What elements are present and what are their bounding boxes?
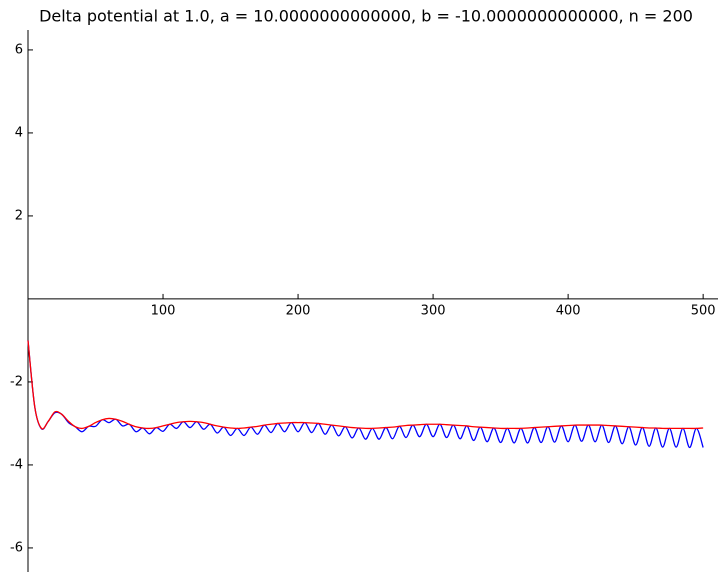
series-line bbox=[27, 340, 704, 449]
x-tick-label: 400 bbox=[556, 303, 581, 318]
series-line bbox=[27, 340, 704, 430]
chart-title: Delta potential at 1.0, a = 10.000000000… bbox=[39, 7, 693, 26]
x-tick-label: 300 bbox=[421, 303, 446, 318]
x-tick-label: 500 bbox=[691, 303, 716, 318]
y-tick-label: -2 bbox=[10, 374, 23, 389]
y-tick-label: 6 bbox=[15, 42, 23, 57]
x-tick-label: 200 bbox=[286, 303, 311, 318]
y-tick-label: 4 bbox=[15, 125, 23, 140]
y-tick-label: -4 bbox=[10, 457, 23, 472]
y-tick-label: -6 bbox=[10, 540, 23, 555]
x-tick-label: 100 bbox=[151, 303, 176, 318]
y-tick-label: 2 bbox=[15, 208, 23, 223]
